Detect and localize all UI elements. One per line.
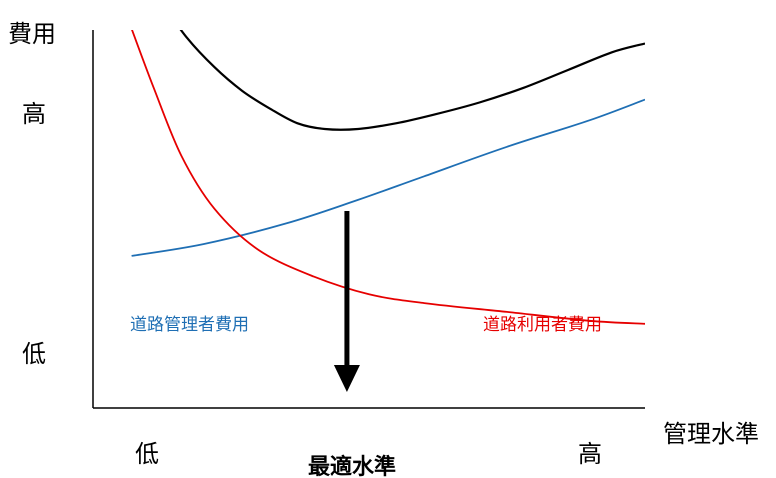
- optimum-arrow: [333, 211, 360, 392]
- series-label-road-user-cost: 道路利用者費用: [483, 315, 602, 335]
- axes: [92, 30, 645, 409]
- y-tick-low: 低: [22, 340, 46, 368]
- arrow-head: [333, 365, 360, 392]
- series-layer: [131, 30, 645, 325]
- x-tick-high: 高: [578, 440, 602, 468]
- optimum-label: 最適水準: [308, 454, 396, 478]
- series-label-road-administrator-cost: 道路管理者費用: [130, 315, 249, 335]
- x-tick-low: 低: [135, 440, 159, 468]
- series-road-user-cost: [131, 30, 645, 325]
- series-total-cost: [179, 30, 645, 131]
- x-axis-title: 管理水準: [663, 420, 759, 448]
- y-axis-title: 費用: [8, 20, 56, 48]
- series-road-administrator-cost: [131, 98, 645, 257]
- y-tick-high: 高: [22, 100, 46, 128]
